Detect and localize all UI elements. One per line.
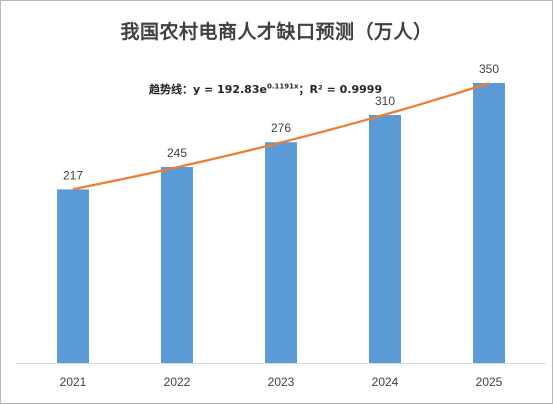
trendline bbox=[72, 82, 490, 191]
bar-2025 bbox=[473, 83, 505, 363]
bar-2022 bbox=[161, 167, 193, 363]
bar-2021 bbox=[57, 189, 89, 363]
bar-2023 bbox=[265, 142, 297, 363]
data-label-2025: 350 bbox=[479, 62, 499, 76]
bar-2024 bbox=[369, 115, 401, 363]
trendline-formula: y = 192.83e bbox=[193, 83, 267, 96]
data-label-2024: 310 bbox=[375, 94, 395, 108]
trendline-equation: 趋势线：y = 192.83e0.1191x；R² = 0.9999 bbox=[149, 81, 382, 97]
x-tick-2023: 2023 bbox=[268, 375, 295, 389]
data-label-2021: 217 bbox=[63, 168, 83, 182]
x-tick-2024: 2024 bbox=[372, 375, 399, 389]
x-tick-2021: 2021 bbox=[60, 375, 87, 389]
trendline-exponent: 0.1191x bbox=[266, 82, 299, 91]
data-label-2022: 245 bbox=[167, 146, 187, 160]
data-label-2023: 276 bbox=[271, 121, 291, 135]
x-tick-2025: 2025 bbox=[476, 375, 503, 389]
chart-title: 我国农村电商人才缺口预测（万人） bbox=[120, 21, 433, 43]
trendline-prefix: 趋势线： bbox=[149, 83, 193, 96]
x-tick-2022: 2022 bbox=[164, 375, 191, 389]
trendline-r2: ；R² = 0.9999 bbox=[298, 83, 383, 96]
